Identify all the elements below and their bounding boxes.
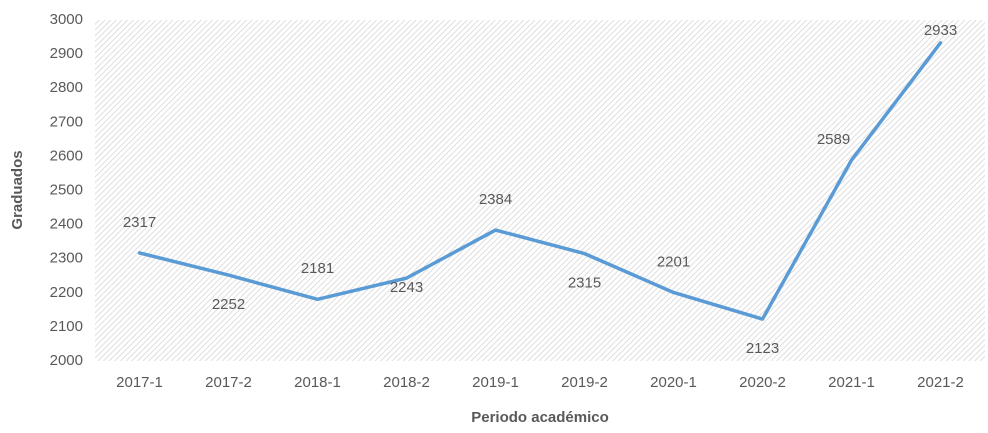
plot-area: [95, 20, 985, 361]
y-tick-label: 2900: [50, 45, 83, 62]
x-tick-label: 2020-1: [650, 374, 697, 391]
x-tick-label: 2017-1: [116, 374, 163, 391]
x-tick-label: 2017-2: [205, 374, 252, 391]
y-tick-label: 2500: [50, 181, 83, 198]
data-label: 2201: [657, 253, 690, 270]
x-axis-title: Periodo académico: [471, 409, 609, 426]
y-tick-label: 2800: [50, 79, 83, 96]
y-tick-label: 2100: [50, 318, 83, 335]
y-tick-label: 2700: [50, 113, 83, 130]
x-tick-label: 2018-1: [294, 374, 341, 391]
data-line: [137, 41, 943, 321]
data-label: 2384: [479, 191, 512, 208]
y-tick-label: 2000: [50, 352, 83, 369]
data-label: 2181: [301, 260, 334, 277]
y-tick-label: 3000: [50, 11, 83, 28]
data-label: 2933: [924, 22, 957, 39]
y-tick-label: 2600: [50, 147, 83, 164]
data-label: 2252: [212, 296, 245, 313]
x-tick-label: 2020-2: [739, 374, 786, 391]
x-tick-label: 2021-2: [917, 374, 964, 391]
y-tick-label: 2200: [50, 284, 83, 301]
y-tick-label: 2300: [50, 250, 83, 267]
data-label: 2123: [746, 340, 779, 357]
data-label: 2589: [817, 131, 850, 148]
x-tick-label: 2021-1: [828, 374, 875, 391]
data-label: 2317: [123, 214, 156, 231]
y-axis-title: Graduados: [9, 150, 26, 229]
data-label: 2243: [390, 279, 423, 296]
x-tick-label: 2019-2: [561, 374, 608, 391]
x-tick-label: 2019-1: [472, 374, 519, 391]
data-label: 2315: [568, 275, 601, 292]
y-tick-label: 2400: [50, 216, 83, 233]
x-tick-label: 2018-2: [383, 374, 430, 391]
